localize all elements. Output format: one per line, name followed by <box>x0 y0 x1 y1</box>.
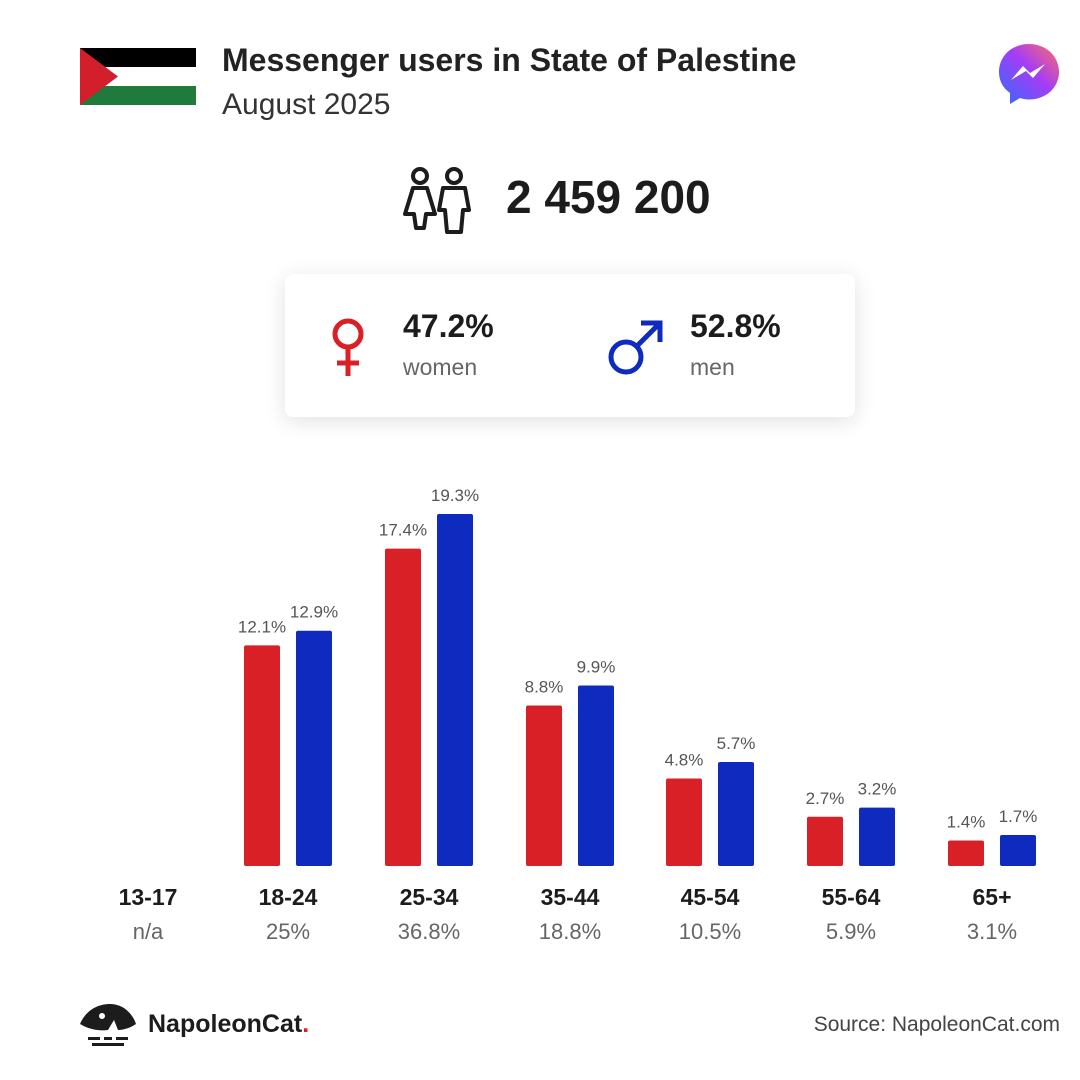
source-credit: Source: NapoleonCat.com <box>813 1013 1060 1036</box>
bar-value-label: 1.7% <box>999 807 1038 826</box>
male-symbol-icon <box>608 320 663 375</box>
age-label: 13-17 <box>118 884 178 910</box>
age-share: 5.9% <box>825 919 877 944</box>
palestine-flag-icon <box>80 48 196 105</box>
bar-women-18-24 <box>244 645 280 866</box>
chart-subtitle: August 2025 <box>222 88 391 121</box>
age-group-18-24: 18-24 25% <box>218 884 358 945</box>
age-label: 35-44 <box>540 884 600 910</box>
women-percent: 47.2% <box>403 308 494 344</box>
bar-value-label: 12.9% <box>290 603 338 622</box>
bar-women-45-54 <box>666 778 702 866</box>
bar-value-label: 4.8% <box>665 750 704 769</box>
brand-name-text: NapoleonCat <box>148 1010 303 1038</box>
age-group-65-plus: 65+ 3.1% <box>922 884 1062 945</box>
age-label: 18-24 <box>258 884 318 910</box>
bar-men-25-34 <box>437 514 473 866</box>
bar-men-45-54 <box>718 762 754 866</box>
age-group-45-54: 45-54 10.5% <box>640 884 780 945</box>
age-group-13-17: 13-17 n/a <box>78 884 218 945</box>
women-label: women <box>403 354 478 380</box>
female-symbol-icon <box>332 318 364 376</box>
age-group-25-34: 25-34 36.8% <box>359 884 499 945</box>
age-label: 25-34 <box>399 884 459 910</box>
age-share: 3.1% <box>966 919 1018 944</box>
chart-title: Messenger users in State of Palestine <box>222 42 797 78</box>
bar-value-label: 8.8% <box>525 678 564 697</box>
bar-men-35-44 <box>578 685 614 866</box>
bar-women-25-34 <box>385 548 421 866</box>
bar-men-18-24 <box>296 630 332 866</box>
age-share: 25% <box>265 919 311 944</box>
bar-women-35-44 <box>526 705 562 866</box>
people-icon <box>403 167 471 234</box>
napoleoncat-logo-icon <box>80 1004 136 1046</box>
age-share: 18.8% <box>538 919 602 944</box>
bar-chart-svg: 12.1%12.9% 17.4%19.3% 8.8% 9.9% 4.8% 5.7% 2.7%… <box>238 486 1038 866</box>
bar-value-label: 1.4% <box>947 812 986 831</box>
bar-men-65+ <box>1000 834 1036 866</box>
bar-value-label: 19.3% <box>431 486 479 505</box>
age-label: 55-64 <box>821 884 881 910</box>
bar-value-label: 17.4% <box>379 521 427 540</box>
men-label: men <box>690 354 735 380</box>
bar-women-55-64 <box>807 816 843 866</box>
gender-split-card: 47.2% women 52.8% men <box>285 274 855 417</box>
bar-value-label: 5.7% <box>717 734 756 753</box>
age-share: 10.5% <box>678 919 742 944</box>
age-label: 65+ <box>972 884 1012 910</box>
age-group-55-64: 55-64 5.9% <box>781 884 921 945</box>
age-group-35-44: 35-44 18.8% <box>500 884 640 945</box>
age-share: n/a <box>132 919 164 944</box>
bar-value-label: 3.2% <box>858 780 897 799</box>
bar-men-55-64 <box>859 807 895 866</box>
brand-dot: . <box>302 1010 310 1038</box>
men-percent: 52.8% <box>690 308 781 344</box>
bar-value-label: 9.9% <box>577 657 616 676</box>
age-share: 36.8% <box>397 919 461 944</box>
age-label: 45-54 <box>680 884 740 910</box>
bar-women-65+ <box>948 840 984 866</box>
bar-value-label: 12.1% <box>238 617 286 636</box>
total-users-value: 2 459 200 <box>506 171 711 223</box>
bar-value-label: 2.7% <box>806 789 845 808</box>
brand-name: NapoleonCat. <box>148 1010 309 1039</box>
age-gender-chart: 12.1% 12.9% 17.4% 19.3% 8.8% 9.9% 4.8% 5.7% 2.7%… <box>0 470 1080 870</box>
messenger-logo-icon <box>999 44 1059 104</box>
